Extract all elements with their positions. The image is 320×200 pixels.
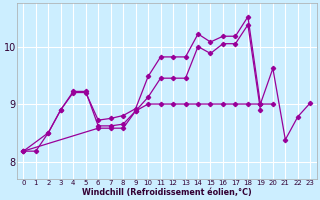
X-axis label: Windchill (Refroidissement éolien,°C): Windchill (Refroidissement éolien,°C) [82, 188, 252, 197]
